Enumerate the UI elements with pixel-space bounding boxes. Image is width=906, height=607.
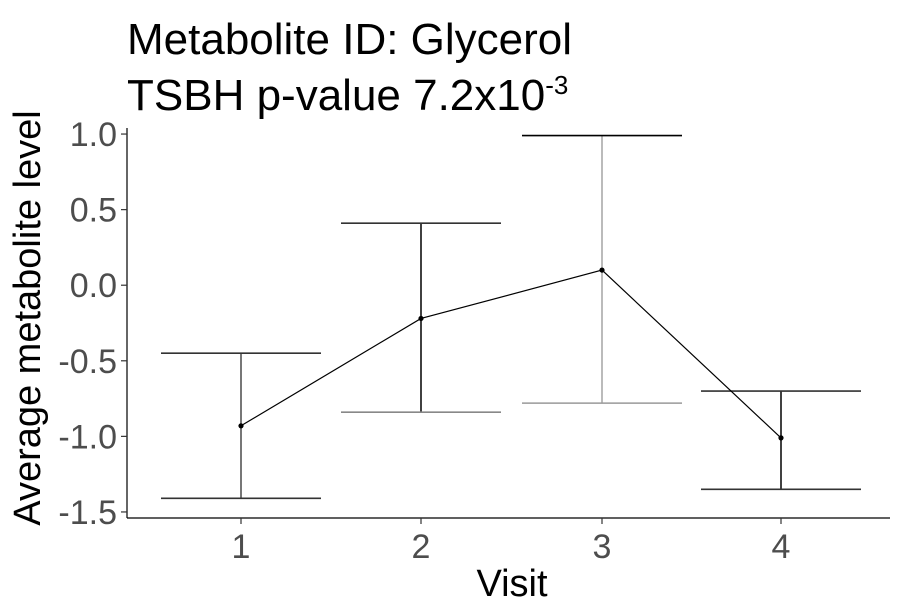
x-tick-label: 4 xyxy=(772,528,791,566)
x-tick-label: 3 xyxy=(593,528,612,566)
axes xyxy=(121,128,890,524)
y-axis-label: Average metabolite level xyxy=(7,110,49,525)
x-tick-label: 2 xyxy=(412,528,431,566)
tick-labels: 1.0 0.5 0.0 -0.5 -1.0 -1.5 1 2 3 4 xyxy=(58,116,790,566)
chart-title-line-2: TSBH p-value 7.2x10-3 xyxy=(127,71,568,120)
chart-title-prefix: TSBH p-value 7.2x10 xyxy=(127,71,546,120)
y-tick-label: -1.5 xyxy=(58,494,117,532)
y-tick-label: 1.0 xyxy=(70,116,117,154)
y-tick-label: 0.5 xyxy=(70,192,117,230)
x-tick-label: 1 xyxy=(232,528,251,566)
chart-title-line-1: Metabolite ID: Glycerol xyxy=(127,15,573,64)
data-point xyxy=(599,267,605,273)
y-tick-label: -0.5 xyxy=(58,343,117,381)
chart-marks xyxy=(161,134,861,500)
y-tick-label: -1.0 xyxy=(58,418,117,456)
y-tick-label: 0.0 xyxy=(70,267,117,305)
x-axis-label: Visit xyxy=(476,563,548,605)
data-point xyxy=(238,423,244,429)
series-line xyxy=(240,269,782,439)
chart-title-exponent: -3 xyxy=(545,70,569,100)
data-point xyxy=(778,435,784,441)
data-point xyxy=(418,315,424,322)
